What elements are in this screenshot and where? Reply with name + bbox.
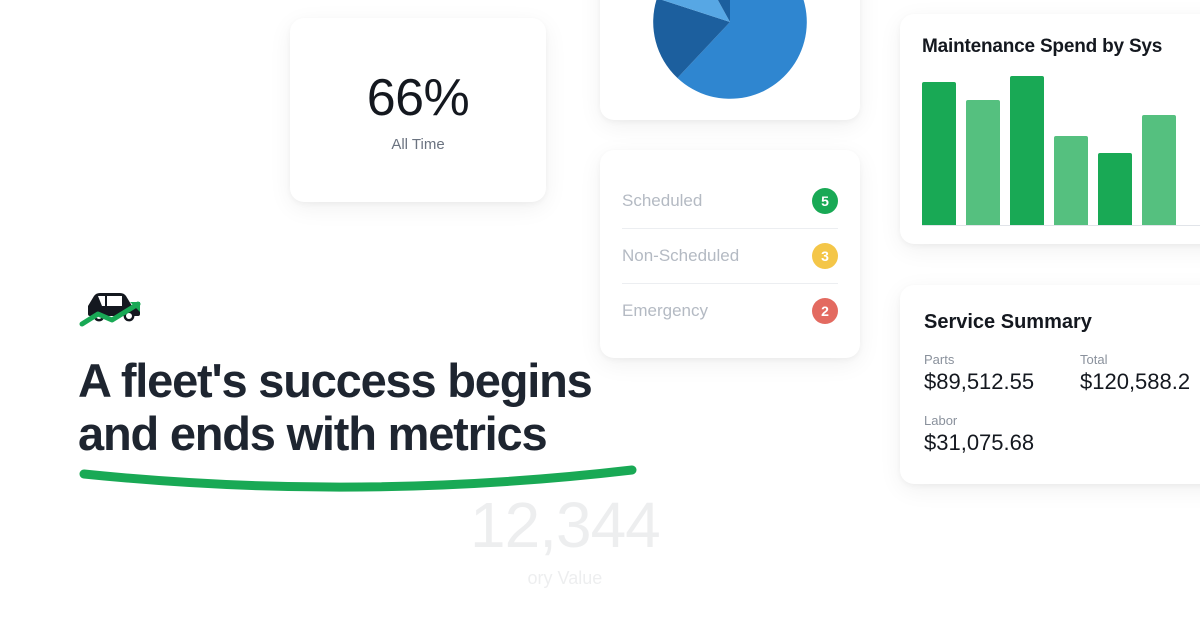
- bar-chart: [922, 76, 1200, 226]
- status-badge: 2: [812, 298, 838, 324]
- pie-card: [600, 0, 860, 120]
- pie-chart: [650, 0, 810, 102]
- hero-headline-line1: A fleet's success begins: [78, 355, 718, 408]
- summary-item-label: Parts: [924, 352, 1060, 367]
- bar: [1142, 115, 1176, 225]
- percent-label: All Time: [391, 136, 444, 153]
- summary-item: Total $120,588.2: [1080, 352, 1200, 395]
- status-row[interactable]: Scheduled 5: [622, 174, 838, 229]
- summary-item-label: Labor: [924, 413, 1060, 428]
- percent-card: 66% All Time: [290, 18, 546, 202]
- bar: [1010, 76, 1044, 225]
- status-label: Scheduled: [622, 191, 702, 211]
- hero-underline: [78, 462, 718, 503]
- summary-item-value: $31,075.68: [924, 430, 1060, 456]
- summary-item: Labor $31,075.68: [924, 413, 1060, 456]
- bar: [922, 82, 956, 225]
- bar: [966, 100, 1000, 225]
- fleet-logo-icon: [78, 284, 718, 337]
- status-badge: 3: [812, 243, 838, 269]
- summary-item-label: Total: [1080, 352, 1200, 367]
- bar-chart-title: Maintenance Spend by Sys: [922, 36, 1200, 58]
- hero-headline: A fleet's success begins and ends with m…: [78, 355, 718, 460]
- summary-item-value: $120,588.2: [1080, 369, 1200, 395]
- service-summary-card: Service Summary Parts $89,512.55 Total $120…: [900, 285, 1200, 484]
- hero-headline-line2: and ends with metrics: [78, 408, 718, 461]
- ghost-metric-label: ory Value: [470, 568, 660, 589]
- summary-item: Parts $89,512.55: [924, 352, 1060, 395]
- status-row[interactable]: Non-Scheduled 3: [622, 229, 838, 284]
- percent-value: 66%: [367, 68, 470, 128]
- service-summary-title: Service Summary: [924, 311, 1200, 334]
- hero: A fleet's success begins and ends with m…: [78, 284, 718, 503]
- status-badge: 5: [812, 188, 838, 214]
- bar: [1054, 136, 1088, 225]
- bar: [1098, 153, 1132, 225]
- status-label: Non-Scheduled: [622, 246, 739, 266]
- summary-item-value: $89,512.55: [924, 369, 1060, 395]
- bar-chart-card: Maintenance Spend by Sys: [900, 14, 1200, 244]
